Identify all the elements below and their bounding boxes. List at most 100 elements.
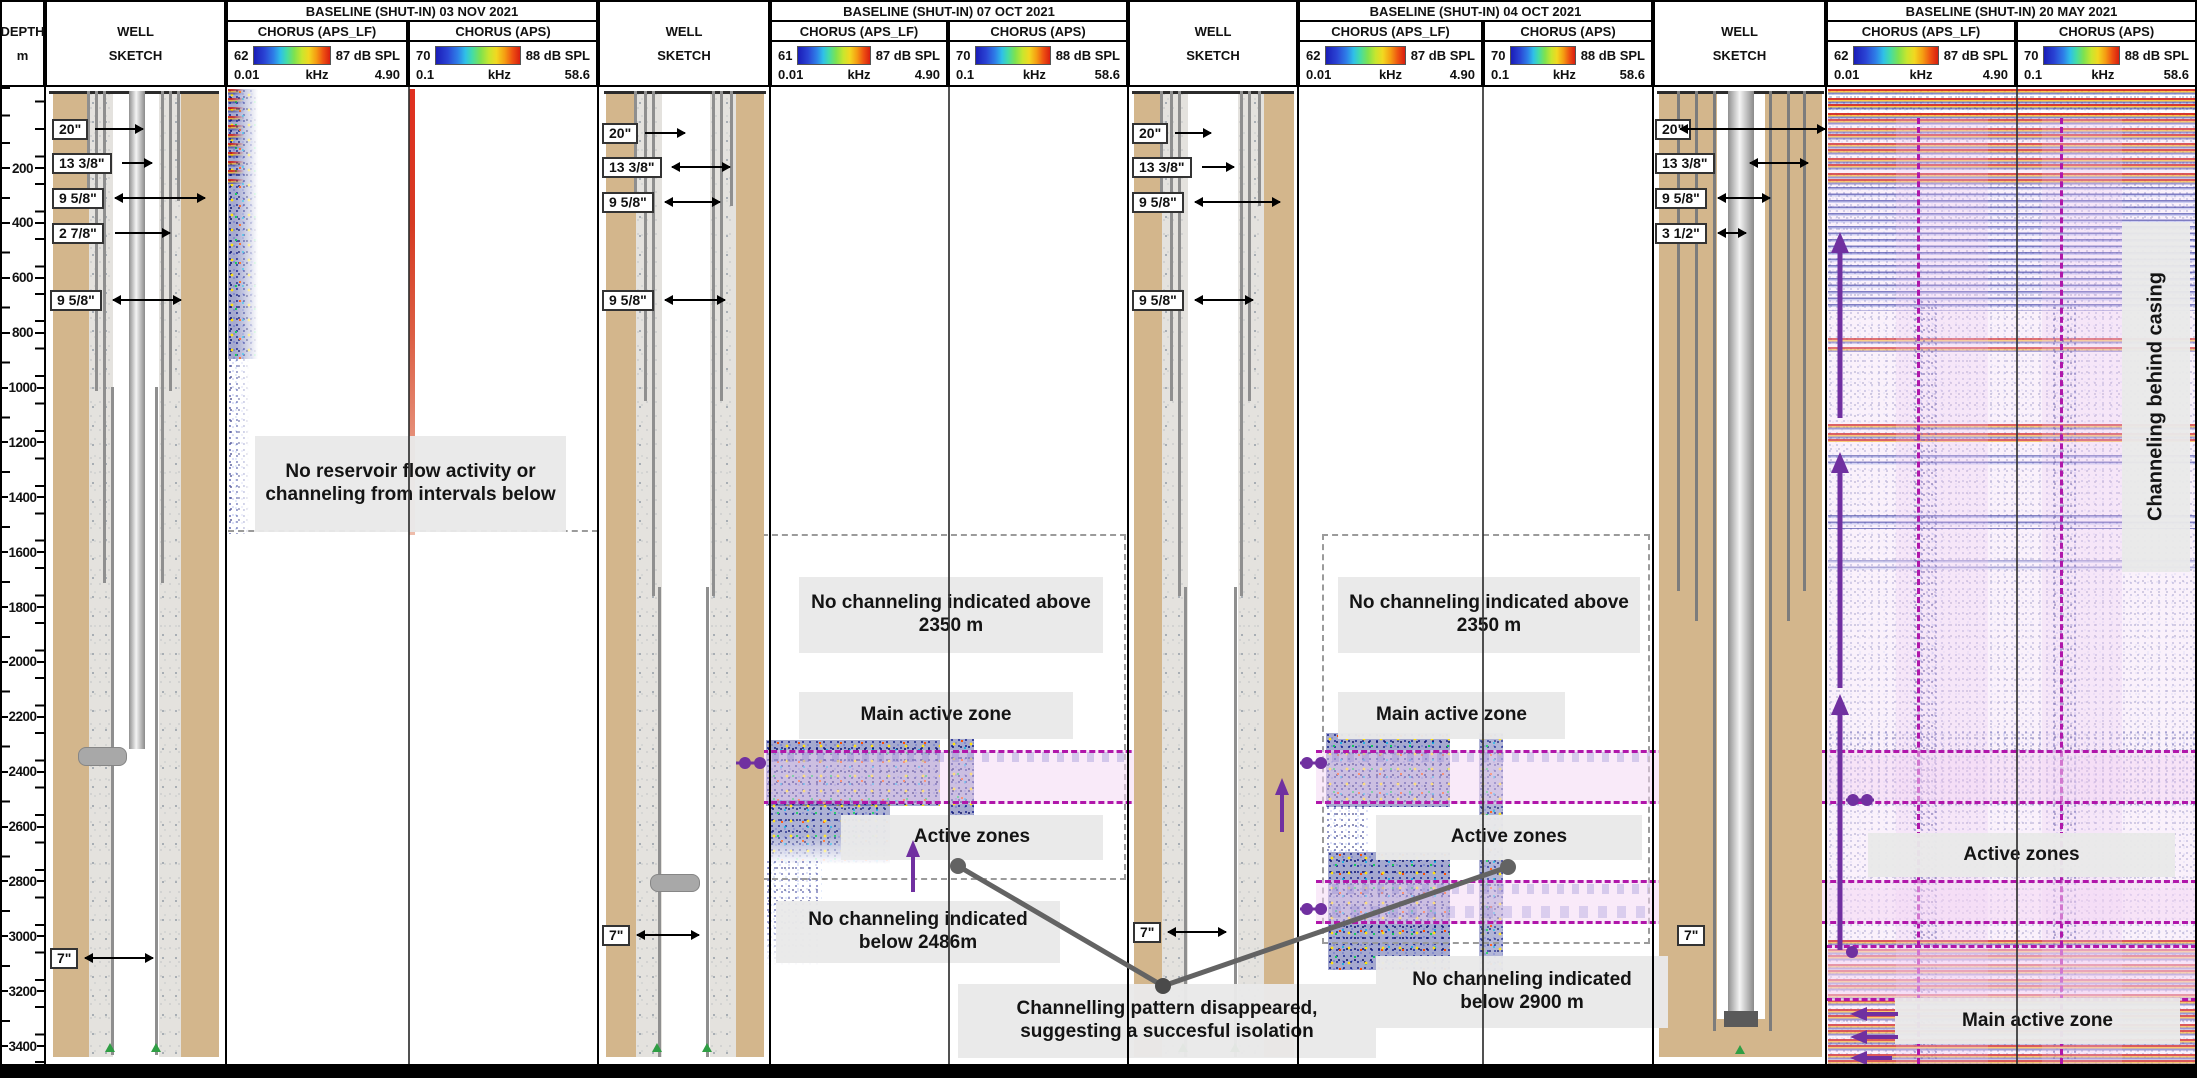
- casing-arrow: [1194, 197, 1281, 207]
- scale-cell-3-aps: 70 88 dB SPL 0.1 kHz 58.6: [1485, 42, 1651, 85]
- depth-label-row: 800: [0, 322, 45, 343]
- sketch-label: SKETCH: [108, 48, 163, 63]
- track-name-3-lf: CHORUS (APS_LF): [1300, 22, 1481, 40]
- well-label: WELL: [1194, 24, 1232, 39]
- depth-value: 600: [11, 270, 34, 286]
- scale-cell-4-lf: 62 87 dB SPL 0.01 kHz 4.90: [1828, 42, 2014, 85]
- well-sketch-header-1: WELL SKETCH: [47, 2, 224, 85]
- tick-left: [1, 496, 9, 499]
- casing-line-9in: [1178, 91, 1181, 596]
- depth-label-row: 1000: [0, 377, 45, 398]
- freq-max: 58.6: [2163, 66, 2189, 82]
- casing-arrow: [122, 158, 153, 168]
- cement-column: [159, 91, 181, 1057]
- casing-arrow: [112, 295, 182, 305]
- well-sketch-header-4: WELL SKETCH: [1655, 2, 1824, 85]
- casing-label: 7": [602, 925, 631, 947]
- baseline-title-4: BASELINE (SHUT-IN) 20 MAY 2021: [1828, 2, 2195, 20]
- liner-line-7in: [155, 387, 158, 1055]
- depth-value: 3200: [8, 983, 37, 999]
- db-max: 87 dB SPL: [1943, 47, 2008, 63]
- freq-unit: kHz: [305, 66, 329, 82]
- depth-label-row: 1600: [0, 542, 45, 563]
- tubing-shoe: [1724, 1011, 1758, 1027]
- casing-line-9in: [103, 91, 106, 583]
- db-max: 88 dB SPL: [525, 47, 590, 63]
- casing-arrow: [84, 953, 154, 963]
- depth-value: 3000: [8, 928, 37, 944]
- casing-label: 2 7/8": [52, 223, 104, 245]
- casing-label: 7": [50, 948, 79, 970]
- active-zone-band: [1826, 945, 2197, 1001]
- tick-left: [1, 1045, 9, 1047]
- db-min: 62: [234, 47, 249, 63]
- depth-label-row: 3200: [0, 981, 45, 1002]
- casing-label: 9 5/8": [602, 290, 654, 312]
- casing-line-13in: [1695, 91, 1698, 621]
- well-sketch-header-3: WELL SKETCH: [1130, 2, 1296, 85]
- depth-label-row: 600: [0, 267, 45, 288]
- db-max: 88 dB SPL: [2124, 47, 2189, 63]
- baseline-title-1: BASELINE (SHUT-IN) 03 NOV 2021: [228, 2, 596, 20]
- tick-left: [1, 715, 9, 718]
- bottom-marker: [702, 1043, 712, 1052]
- tick-right: [36, 660, 44, 663]
- casing-line-20in: [1258, 91, 1261, 206]
- casing-line-13in: [1248, 91, 1251, 401]
- annotation-above-2350: No channeling indicated above 2350 m: [1338, 577, 1640, 653]
- freq-max: 58.6: [1094, 66, 1120, 82]
- tick-left: [1, 770, 9, 773]
- tick-left: [1, 276, 10, 279]
- sketch-label: SKETCH: [1712, 48, 1767, 63]
- casing-arrow: [1167, 927, 1227, 937]
- casing-arrow: [645, 128, 686, 138]
- tick-right: [36, 880, 44, 883]
- casing-line-13in: [1170, 91, 1173, 401]
- casing-label: 13 3/8": [1132, 157, 1192, 179]
- freq-max: 4.90: [374, 66, 400, 82]
- db-min: 62: [1834, 47, 1849, 63]
- casing-arrow: [664, 197, 721, 207]
- sketch-label: SKETCH: [1186, 48, 1240, 63]
- tick-right: [36, 1045, 44, 1047]
- noise-line: [409, 89, 415, 535]
- db-max: 87 dB SPL: [335, 47, 400, 63]
- depth-tick-marks: [0, 87, 45, 1064]
- casing-label: 9 5/8": [1655, 188, 1707, 210]
- well-sketch-4: [1655, 87, 1826, 1064]
- active-zone-band: [753, 750, 1168, 804]
- casing-arrow: [1175, 128, 1212, 138]
- track-name-1-aps: CHORUS (APS): [410, 22, 596, 40]
- freq-unit: kHz: [1552, 66, 1576, 82]
- depth-label-row: 3000: [0, 926, 45, 947]
- cement-fill: [1134, 91, 1162, 1057]
- casing-arrow: [1679, 124, 1826, 134]
- noise-streak: [1828, 560, 2195, 570]
- casing-label: 13 3/8": [52, 153, 112, 175]
- depth-label-row: 2800: [0, 871, 45, 892]
- casing-line-20in: [177, 91, 180, 201]
- track-boundary-line: [1482, 87, 1484, 1064]
- downhole-tool-marker: [650, 874, 700, 892]
- casing-label: 20": [52, 119, 89, 141]
- freq-min: 0.01: [1306, 66, 1332, 82]
- track-boundary-line: [2016, 87, 2018, 1064]
- tick-right: [36, 935, 44, 938]
- freq-min: 0.1: [956, 66, 975, 82]
- depth-label-row: 400: [0, 212, 45, 233]
- casing-line-20in: [87, 91, 90, 201]
- downhole-tool-marker: [78, 747, 127, 766]
- depth-value: 2600: [8, 819, 37, 834]
- depth-label-row: 3400: [0, 1036, 45, 1056]
- depth-value: 200: [11, 160, 34, 176]
- liner-line-7in: [1234, 587, 1237, 1057]
- scale-cell-4-aps: 70 88 dB SPL 0.1 kHz 58.6: [2018, 42, 2195, 85]
- bottom-border: [0, 1064, 2197, 1078]
- color-scale-bar: [1853, 45, 1939, 65]
- casing-arrow: [114, 193, 206, 203]
- annotation-main-zone: Main active zone: [799, 692, 1073, 739]
- tick-left: [1, 221, 10, 224]
- casing-arrow: [115, 228, 171, 238]
- cement-column: [89, 91, 113, 1057]
- track-name-3-aps: CHORUS (APS): [1485, 22, 1651, 40]
